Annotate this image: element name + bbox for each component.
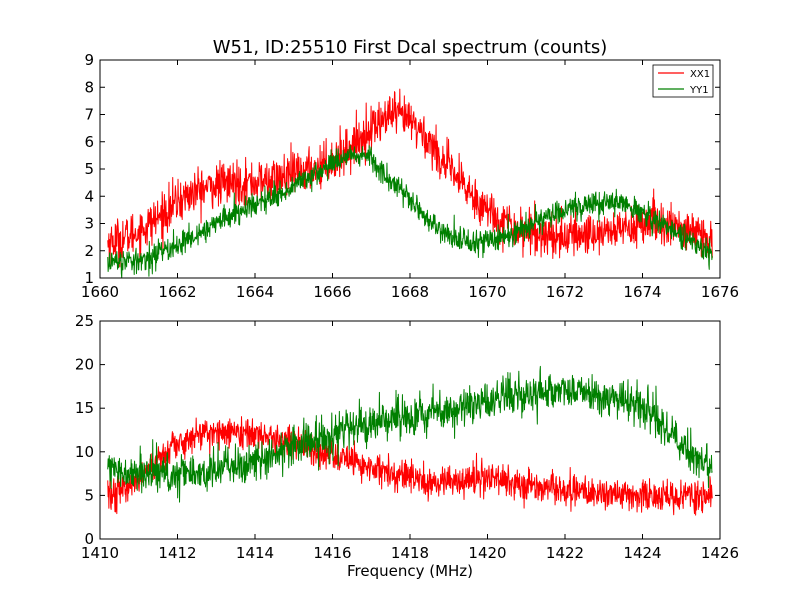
chart-bottom-x-tick-label: 1426 bbox=[701, 544, 739, 562]
chart-bottom-x-tick-label: 1422 bbox=[546, 544, 584, 562]
chart-bottom-x-tick-label: 1418 bbox=[391, 544, 429, 562]
chart-top-x-tick-label: 1666 bbox=[313, 283, 351, 301]
chart-bottom-x-tick-label: 1420 bbox=[468, 544, 506, 562]
chart-top-series-xx1-line bbox=[107, 88, 713, 268]
chart-top-y-tick-label: 2 bbox=[84, 242, 94, 260]
chart-bottom-y-tick-label: 5 bbox=[84, 486, 94, 504]
chart-top-x-tick-label: 1660 bbox=[81, 283, 119, 301]
chart-top-x-tick-label: 1672 bbox=[546, 283, 584, 301]
legend-box bbox=[652, 64, 714, 98]
chart-bottom-x-ticks: 1410 1412 1414 1416 1418 1420 1422 1424 1426 bbox=[81, 321, 739, 562]
chart-top-x-tick-label: 1664 bbox=[236, 283, 274, 301]
chart-top-x-tick-label: 1668 bbox=[391, 283, 429, 301]
chart-bottom-x-tick-label: 1424 bbox=[623, 544, 661, 562]
chart-top-x-tick-label: 1674 bbox=[623, 283, 661, 301]
chart-top-x-tick-label: 1662 bbox=[158, 283, 196, 301]
chart-bottom-y-tick-label: 10 bbox=[75, 443, 94, 461]
chart-bottom-y-ticks: 0 5 10 15 20 25 bbox=[75, 312, 720, 548]
chart-top-y-tick-label: 8 bbox=[84, 78, 94, 96]
chart-top-y-tick-label: 5 bbox=[84, 160, 94, 178]
chart-top-legend: XX1 YY1 bbox=[652, 64, 714, 98]
chart-top-y-tick-label: 3 bbox=[84, 215, 94, 233]
chart-bottom: 1410 1412 1414 1416 1418 1420 1422 1424 1426 051… bbox=[75, 312, 739, 580]
legend-label-yy1: YY1 bbox=[689, 85, 709, 96]
chart-top-y-tick-label: 1 bbox=[84, 269, 94, 287]
chart-top-series-yy1-line bbox=[107, 144, 713, 279]
chart-bottom-x-tick-label: 1416 bbox=[313, 544, 351, 562]
chart-bottom-series-group bbox=[107, 365, 713, 516]
chart-top-x-tick-label: 1676 bbox=[701, 283, 739, 301]
chart-top-series-group bbox=[107, 88, 713, 279]
chart-bottom-x-tick-label: 1414 bbox=[236, 544, 274, 562]
chart-bottom-x-tick-label: 1410 bbox=[81, 544, 119, 562]
chart-bottom-y-tick-label: 20 bbox=[75, 356, 94, 374]
chart-top-x-tick-label: 1670 bbox=[468, 283, 506, 301]
chart-bottom-x-tick-label: 1412 bbox=[158, 544, 196, 562]
chart-top-y-tick-label: 4 bbox=[84, 187, 94, 205]
legend-label-xx1: XX1 bbox=[690, 69, 710, 80]
chart-top-y-tick-label: 7 bbox=[84, 106, 94, 124]
chart-top-y-tick-label: 6 bbox=[84, 133, 94, 151]
chart-bottom-y-tick-label: 0 bbox=[84, 530, 94, 548]
chart-bottom-y-tick-label: 15 bbox=[75, 399, 94, 417]
chart-top-x-ticks: 1660 1662 1664 1666 1668 1670 1672 1674 1676 bbox=[81, 60, 739, 301]
chart-bottom-series-green-line bbox=[107, 365, 713, 503]
chart-top-y-ticks: 1 2 3 4 5 6 7 8 9 bbox=[84, 51, 720, 287]
chart-bottom-y-tick-label: 25 bbox=[75, 312, 94, 330]
chart-bottom-series-red-line bbox=[107, 416, 713, 516]
chart-top-y-tick-label: 9 bbox=[84, 51, 94, 69]
chart-top-title: W51, ID:25510 First Dcal spectrum (count… bbox=[213, 37, 608, 58]
chart-top: W51, ID:25510 First Dcal spectrum (count… bbox=[81, 37, 739, 301]
chart-bottom-x-axis-label: Frequency (MHz) bbox=[347, 562, 473, 580]
